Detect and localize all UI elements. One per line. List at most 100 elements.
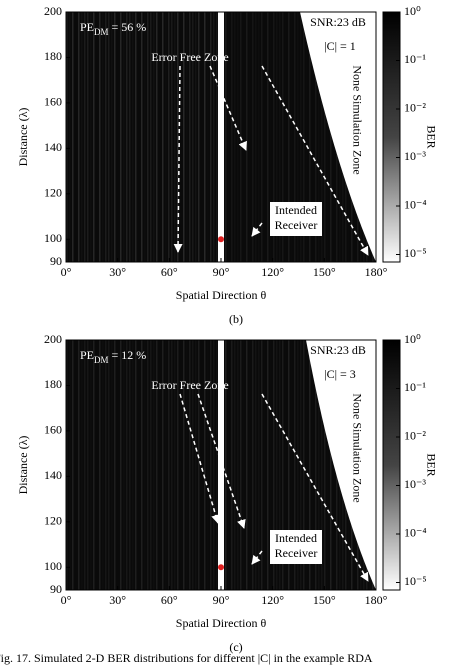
annotation-arrow <box>261 65 369 256</box>
heatmap-texture <box>300 12 302 262</box>
caption: Fig. 17. Simulated 2-D BER distributions… <box>0 651 373 665</box>
heatmap-texture <box>288 12 290 262</box>
heatmap-texture <box>87 12 89 262</box>
heatmap-texture <box>279 340 281 590</box>
y-tick-label: 100 <box>44 231 62 245</box>
y-tick-label: 90 <box>50 582 62 596</box>
none-simulation-zone <box>306 340 376 590</box>
y-tick-label: 200 <box>44 332 62 346</box>
heatmap-texture <box>177 12 179 262</box>
heatmap-texture <box>255 340 257 590</box>
heatmap-texture <box>276 340 278 590</box>
heatmap-texture <box>153 12 155 262</box>
none-simulation-zone <box>300 12 376 262</box>
heatmap-texture <box>105 340 107 590</box>
y-tick-label: 140 <box>44 140 62 154</box>
heatmap-texture <box>237 12 239 262</box>
error-free-line <box>218 12 224 262</box>
heatmap-texture <box>168 12 170 262</box>
heatmap-texture <box>108 340 110 590</box>
annotation-arrow <box>179 393 221 524</box>
error-free-annotation: Error Free Zone <box>151 378 228 392</box>
heatmap-texture <box>72 340 74 590</box>
heatmap-texture <box>66 12 68 262</box>
heatmap-texture <box>120 340 122 590</box>
y-tick-label: 140 <box>44 468 62 482</box>
heatmap-texture <box>249 340 251 590</box>
heatmap-texture <box>168 340 170 590</box>
heatmap-texture <box>132 340 134 590</box>
heatmap-texture <box>195 340 197 590</box>
heatmap-texture <box>198 340 200 590</box>
heatmap-texture <box>225 12 227 262</box>
heatmap-texture <box>114 12 116 262</box>
heatmap-texture <box>297 340 299 590</box>
heatmap-texture <box>93 12 95 262</box>
x-tick-label: 0° <box>61 265 72 279</box>
heatmap-texture <box>321 340 323 590</box>
heatmap-texture <box>90 340 92 590</box>
heatmap-texture <box>210 12 212 262</box>
heatmap-texture <box>102 12 104 262</box>
heatmap-texture <box>141 340 143 590</box>
pe-annotation: PEDM = 56 % <box>80 20 146 37</box>
heatmap-texture <box>132 12 134 262</box>
x-tick-label: 90° <box>213 593 230 607</box>
x-axis-label: Spatial Direction θ <box>176 288 267 302</box>
y-tick-label: 120 <box>44 514 62 528</box>
heatmap-texture <box>216 340 218 590</box>
x-tick-label: 120° <box>261 593 284 607</box>
colorbar-label: BER <box>424 125 438 148</box>
heatmap-texture <box>174 340 176 590</box>
pe-part: DM <box>94 27 109 37</box>
snr-annotation: SNR:23 dB <box>310 343 366 357</box>
heatmap-texture <box>255 12 257 262</box>
heatmap-texture <box>198 12 200 262</box>
receiver-annotation: Receiver <box>275 218 318 232</box>
heatmap-texture <box>195 12 197 262</box>
heatmap-texture <box>267 12 269 262</box>
heatmap-texture <box>261 12 263 262</box>
heatmap-texture <box>81 340 83 590</box>
heatmap-texture <box>87 340 89 590</box>
colorbar-tick-label: 10⁰ <box>404 4 421 18</box>
colorbar-tick-label: 10⁻⁵ <box>404 246 427 260</box>
heatmap-texture <box>321 12 323 262</box>
y-tick-label: 160 <box>44 95 62 109</box>
heatmap-texture <box>231 340 233 590</box>
heatmap-texture <box>303 340 305 590</box>
heatmap-texture <box>213 340 215 590</box>
colorbar <box>382 11 401 263</box>
x-tick-label: 0° <box>61 593 72 607</box>
heatmap-texture <box>141 12 143 262</box>
heatmap-texture <box>282 12 284 262</box>
heatmap-texture <box>204 340 206 590</box>
heatmap-texture <box>126 12 128 262</box>
heatmap-texture <box>309 12 311 262</box>
heatmap-texture <box>318 340 320 590</box>
heatmap-texture <box>231 12 233 262</box>
heatmap-texture <box>111 12 113 262</box>
pe-part: DM <box>94 355 109 365</box>
heatmap-texture <box>177 340 179 590</box>
y-tick-label: 200 <box>44 4 62 18</box>
colorbar-tick-label: 10⁻¹ <box>404 52 426 66</box>
heatmap-texture <box>309 340 311 590</box>
heatmap-texture <box>261 340 263 590</box>
heatmap-texture <box>315 340 317 590</box>
panel-label: (c) <box>229 640 242 654</box>
pe-annotation: PEDM = 12 % <box>80 348 146 365</box>
heatmap-texture <box>192 12 194 262</box>
heatmap-texture <box>150 340 152 590</box>
heatmap-texture <box>204 12 206 262</box>
none-sim-annotation: None Simulation Zone <box>350 393 364 502</box>
heatmap-texture <box>189 12 191 262</box>
heatmap-texture <box>147 340 149 590</box>
heatmap-texture <box>243 340 245 590</box>
y-tick-label: 100 <box>44 559 62 573</box>
heatmap-texture <box>153 340 155 590</box>
heatmap-texture <box>294 340 296 590</box>
colorbar-tick-label: 10⁻⁵ <box>404 574 427 588</box>
heatmap-texture <box>213 12 215 262</box>
heatmap-texture <box>246 340 248 590</box>
